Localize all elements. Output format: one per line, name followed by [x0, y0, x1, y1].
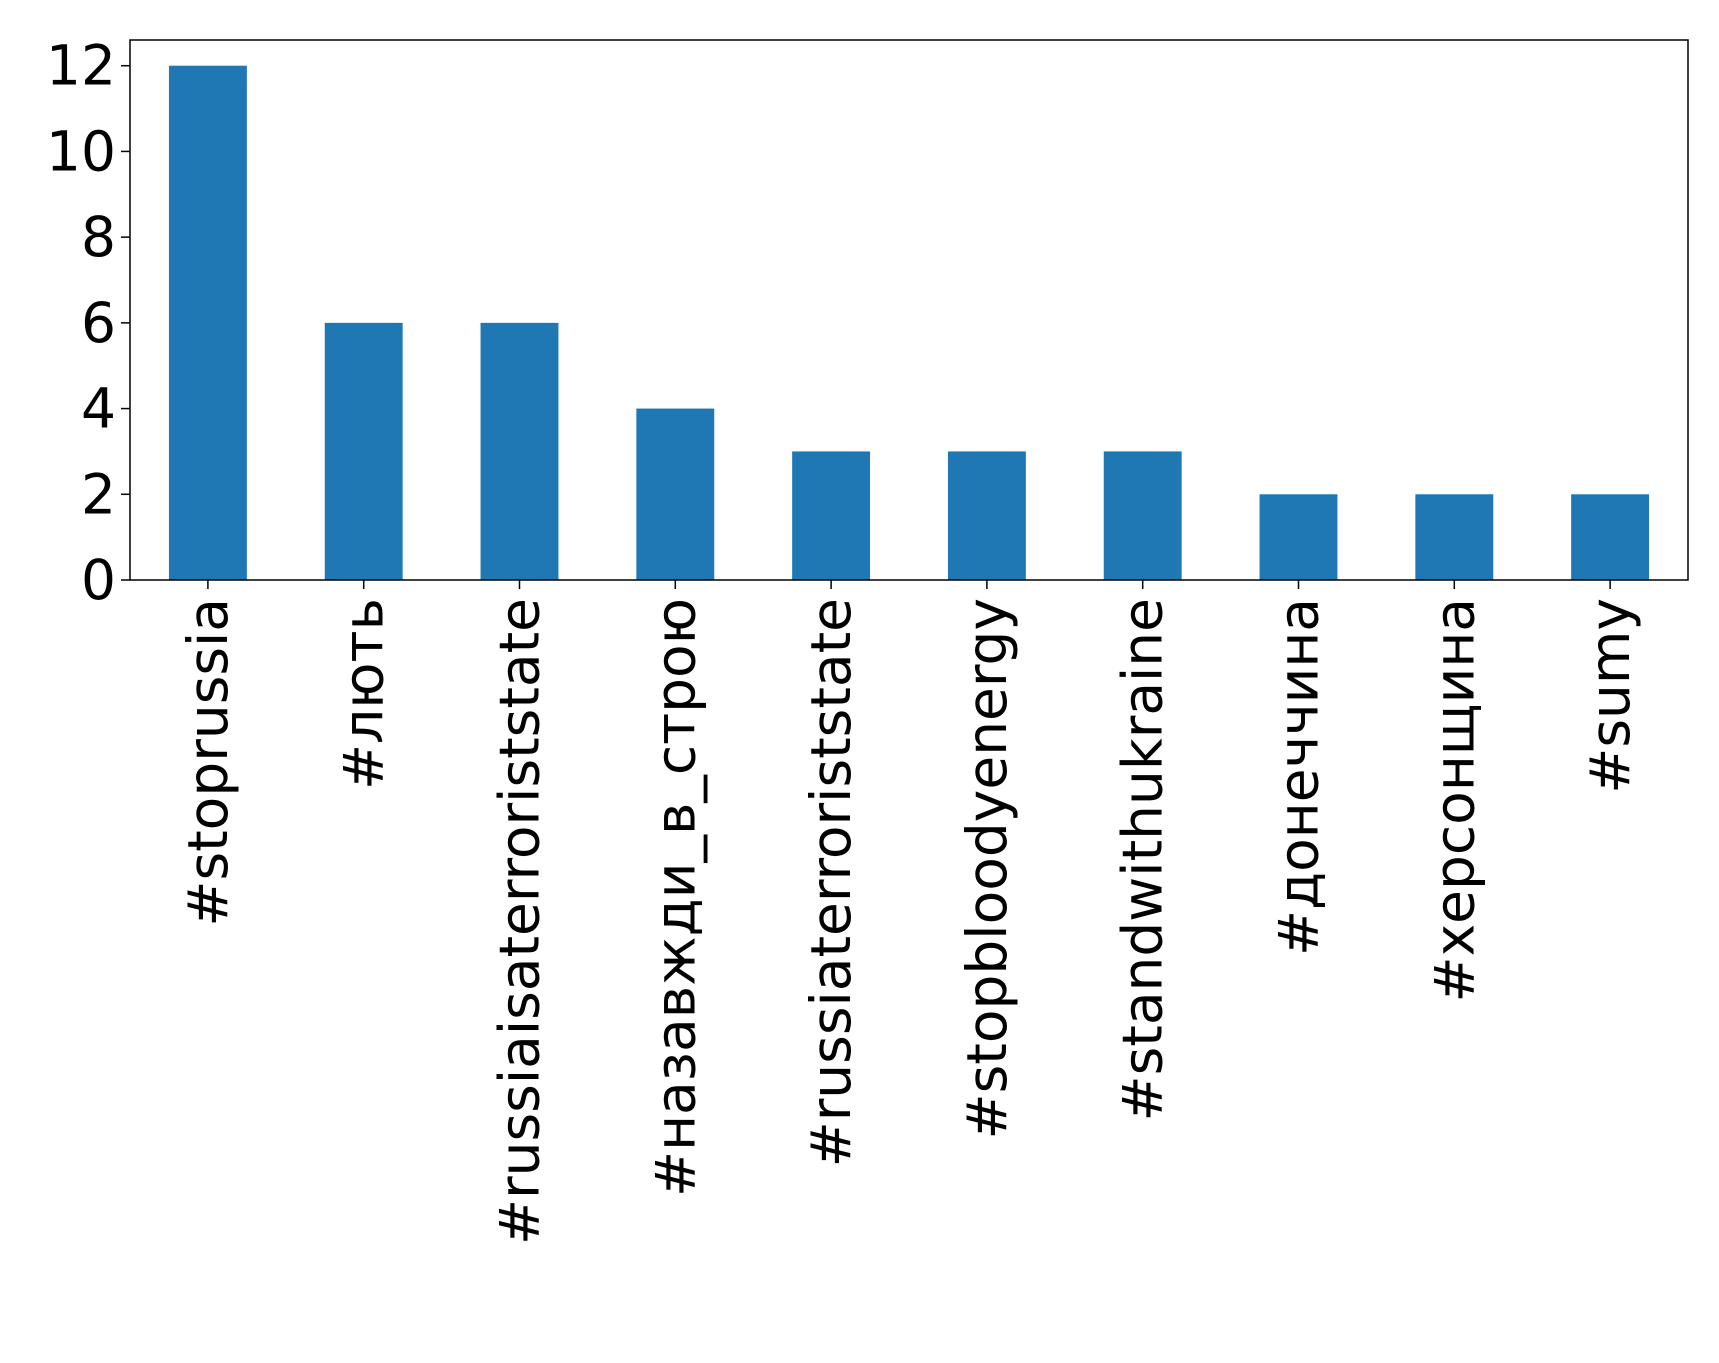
bar-2: [324, 322, 403, 580]
x-tick-label: #донеччина: [1267, 598, 1331, 956]
x-tick-label: #лють: [332, 598, 396, 790]
bar-8: [1259, 494, 1338, 580]
y-tick-label: 0: [81, 548, 116, 612]
x-tick-label: #russiaterroriststate: [799, 598, 863, 1167]
y-tick-label: 6: [81, 291, 116, 355]
bars-layer: [168, 65, 1650, 580]
y-axis: 0 2 4 6 8 10 12: [46, 34, 130, 612]
y-tick-label: 4: [81, 377, 116, 441]
bar-6: [947, 451, 1026, 580]
bar-10: [1571, 494, 1650, 580]
x-tick-label: #standwithukraine: [1111, 598, 1175, 1121]
y-tick-label: 12: [46, 34, 116, 98]
bar-4: [636, 408, 715, 580]
x-axis: #stoprussia #лють #russiaisaterroriststate…: [176, 580, 1642, 1245]
x-tick-label: #херсонщина: [1422, 598, 1486, 1002]
plot-frame: [129, 39, 1689, 581]
bar-3: [480, 322, 559, 580]
bar-5: [792, 451, 871, 580]
x-tick-label: #stopbloodyenergy: [955, 598, 1019, 1139]
x-tick-label: #назавжди_в_строю: [643, 598, 707, 1197]
x-tick-label: #stoprussia: [176, 598, 240, 927]
bar-1: [168, 65, 247, 580]
y-tick-label: 10: [46, 119, 116, 183]
bar-9: [1415, 494, 1494, 580]
x-tick-label: #sumy: [1578, 598, 1642, 794]
x-tick-label: #russiaisaterroriststate: [488, 598, 552, 1245]
y-tick-label: 2: [81, 462, 116, 526]
y-tick-label: 8: [81, 205, 116, 269]
bar-7: [1103, 451, 1182, 580]
